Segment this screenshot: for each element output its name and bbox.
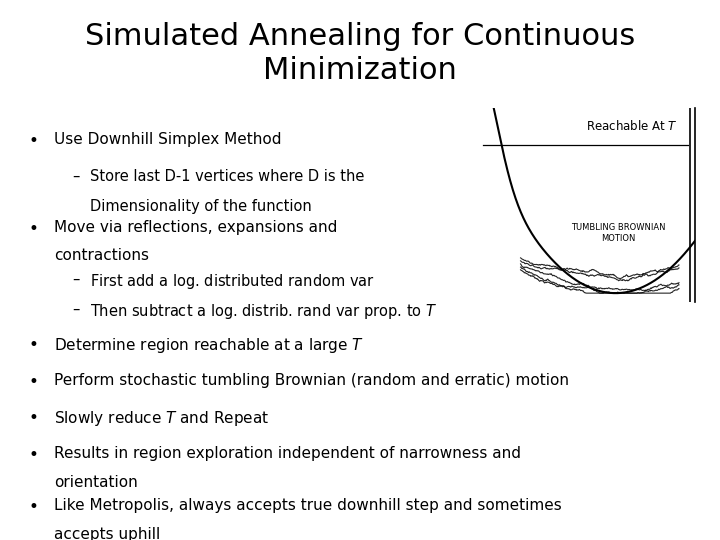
- Text: accepts uphill: accepts uphill: [54, 527, 161, 540]
- Text: •: •: [29, 409, 39, 427]
- Text: Like Metropolis, always accepts true downhill step and sometimes: Like Metropolis, always accepts true dow…: [54, 498, 562, 514]
- Text: Dimensionality of the function: Dimensionality of the function: [90, 199, 312, 214]
- Text: Perform stochastic tumbling Brownian (random and erratic) motion: Perform stochastic tumbling Brownian (ra…: [54, 373, 569, 388]
- Text: •: •: [29, 446, 39, 464]
- Text: •: •: [29, 132, 39, 150]
- Text: TUMBLING BROWNIAN
MOTION: TUMBLING BROWNIAN MOTION: [572, 223, 666, 243]
- Text: –: –: [72, 169, 79, 184]
- Text: Results in region exploration independent of narrowness and: Results in region exploration independen…: [54, 446, 521, 461]
- Text: •: •: [29, 498, 39, 516]
- Text: Then subtract a log. distrib. rand var prop. to $T$: Then subtract a log. distrib. rand var p…: [90, 302, 438, 321]
- Text: Determine region reachable at a large $T$: Determine region reachable at a large $T…: [54, 336, 364, 355]
- Text: –: –: [72, 272, 79, 287]
- Text: First add a log. distributed random var prop. to $T$: First add a log. distributed random var …: [90, 272, 451, 291]
- Text: •: •: [29, 373, 39, 390]
- Text: Slowly reduce $T$ and Repeat: Slowly reduce $T$ and Repeat: [54, 409, 269, 428]
- Text: •: •: [29, 220, 39, 238]
- Text: •: •: [29, 336, 39, 354]
- Text: Reachable At $T$: Reachable At $T$: [585, 119, 678, 133]
- Text: orientation: orientation: [54, 475, 138, 490]
- Text: –: –: [72, 302, 79, 317]
- Text: contractions: contractions: [54, 248, 149, 264]
- Text: Store last D-1 vertices where D is the: Store last D-1 vertices where D is the: [90, 169, 364, 184]
- Text: Simulated Annealing for Continuous
Minimization: Simulated Annealing for Continuous Minim…: [85, 22, 635, 85]
- Text: Move via reflections, expansions and: Move via reflections, expansions and: [54, 220, 338, 235]
- Text: Use Downhill Simplex Method: Use Downhill Simplex Method: [54, 132, 282, 147]
